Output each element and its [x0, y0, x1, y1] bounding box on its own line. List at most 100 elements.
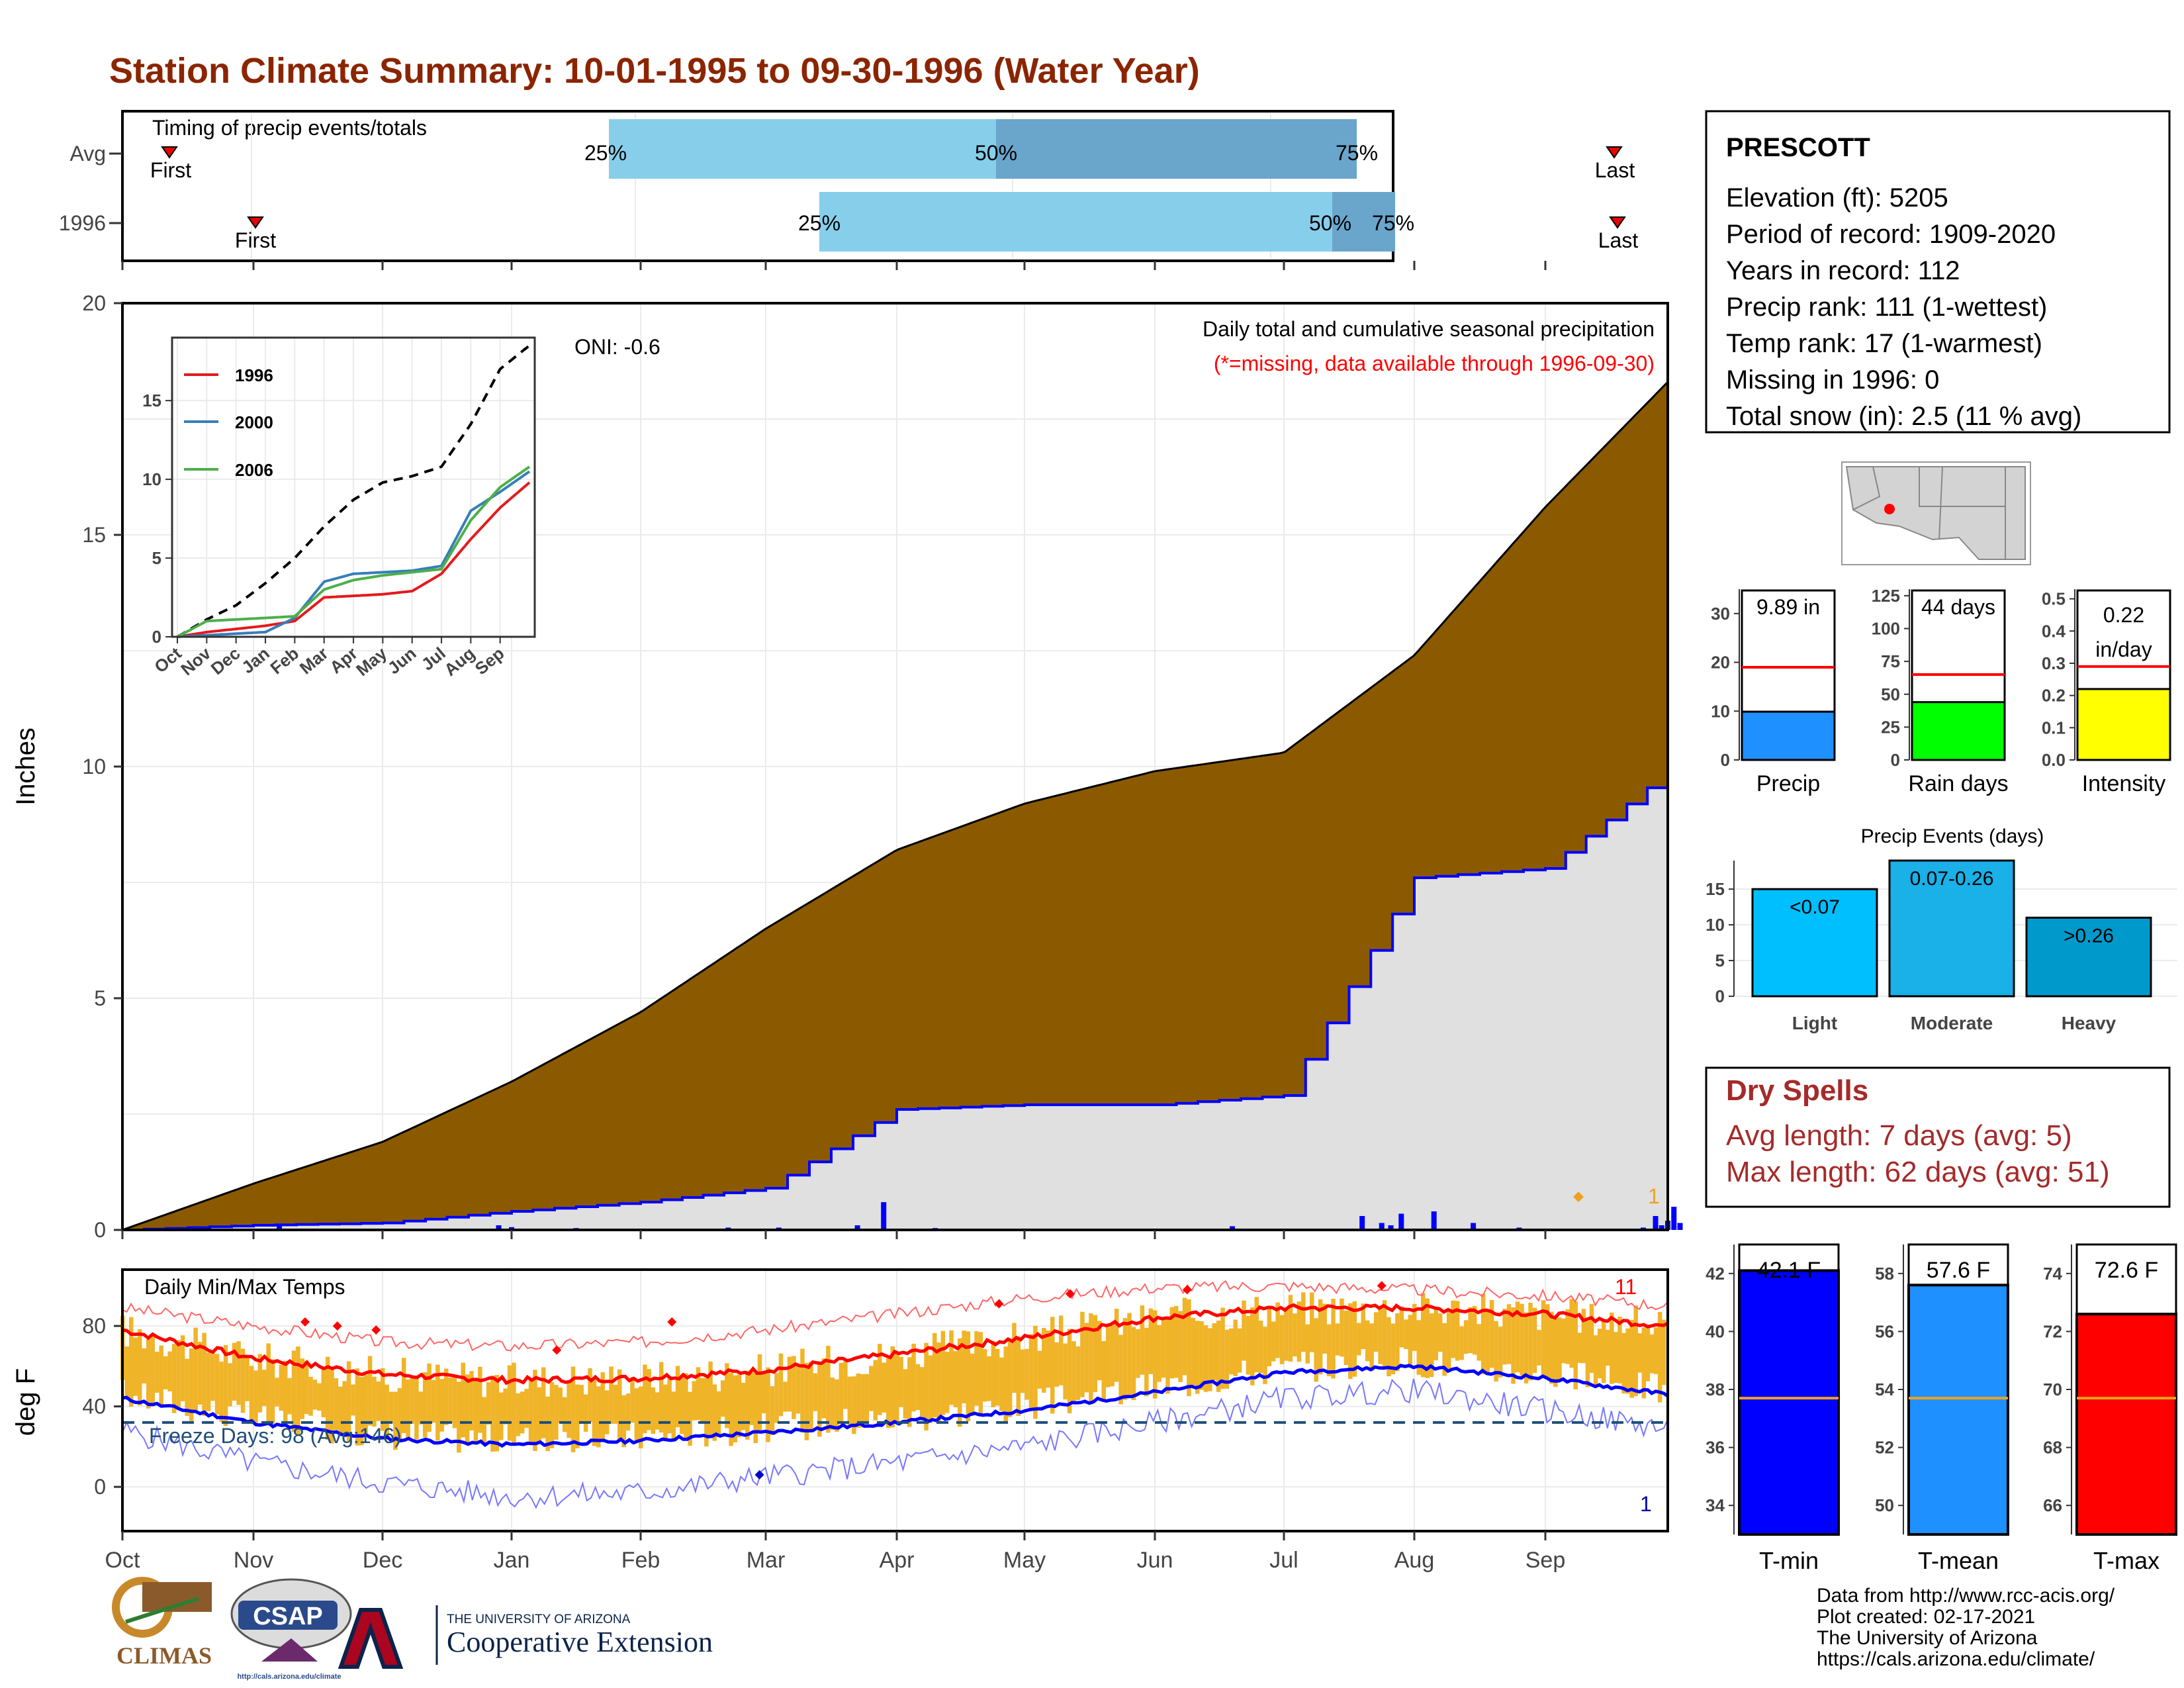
daily-temp-bar	[334, 1378, 339, 1430]
daily-temp-bar	[214, 1354, 220, 1415]
timing-panel: Timing of precip events/totals Avg 1996 …	[59, 110, 1638, 262]
daily-temp-bar	[372, 1376, 377, 1427]
daily-temp-bar	[443, 1368, 449, 1425]
daily-temp-bar	[864, 1374, 870, 1425]
precip-right-annot: 1	[1648, 1184, 1660, 1208]
mini-ytick-label: 30	[1711, 604, 1730, 624]
temp-summary-ytick-label: 58	[1875, 1264, 1894, 1284]
daily-temp-bar	[878, 1344, 882, 1415]
mini-ytick-label: 0.5	[2042, 589, 2066, 609]
temp-frame	[121, 1268, 1669, 1532]
daily-temp-bar	[461, 1362, 465, 1438]
daily-temp-bar	[1561, 1318, 1566, 1364]
daily-temp-bar	[346, 1361, 351, 1443]
record-high-point	[1182, 1285, 1192, 1295]
daily-temp-bar	[708, 1361, 713, 1438]
daily-temp-bar	[159, 1345, 163, 1407]
precip-ytick-label: 10	[82, 755, 106, 778]
mini-ytick-label: 100	[1872, 619, 1900, 639]
daily-temp-bar	[562, 1397, 567, 1432]
daily-temp-bar	[1545, 1304, 1550, 1378]
daily-temp-bar	[1395, 1313, 1400, 1372]
daily-temp-bar	[609, 1366, 614, 1425]
record-high-point	[552, 1345, 562, 1355]
daily-temp-bar	[549, 1382, 555, 1448]
inset-legend-1996: 1996	[235, 365, 273, 385]
timing-avg-bar-late	[996, 119, 1357, 179]
daily-temp-bar	[1606, 1329, 1610, 1366]
daily-temp-bar	[1182, 1297, 1187, 1376]
daily-temp-bar	[991, 1341, 996, 1407]
csap-url: http://cals.arizona.edu/climate	[237, 1673, 341, 1681]
daily-temp-bar	[966, 1331, 971, 1422]
daily-temp-bar	[692, 1381, 697, 1421]
daily-temp-bar	[1506, 1304, 1512, 1364]
average-max-line	[122, 1303, 1669, 1385]
daily-temp-bar	[826, 1346, 831, 1433]
daily-temp-bar	[1408, 1315, 1413, 1366]
daily-temp-bar	[995, 1348, 1000, 1406]
daily-temp-bar	[1589, 1303, 1594, 1373]
inset-legend: 1996 2000 2006	[184, 365, 273, 480]
daily-temp-bar	[321, 1367, 326, 1418]
daily-temp-bar	[978, 1332, 983, 1415]
daily-temp-bar	[1157, 1325, 1161, 1382]
daily-temp-bar	[537, 1387, 542, 1444]
daily-temp-bar	[124, 1346, 129, 1398]
first-marker-avg	[161, 146, 178, 159]
daily-temp-bar	[592, 1379, 597, 1446]
daily-temp-bar	[741, 1382, 746, 1430]
daily-temp-bar	[197, 1342, 203, 1405]
daily-temp-bar	[733, 1375, 738, 1442]
daily-temp-bar	[667, 1376, 672, 1434]
daily-temp-bar	[1661, 1319, 1666, 1385]
daily-temp-bar	[890, 1346, 895, 1428]
precip-y-axis: 0 5 10 15 20	[82, 291, 122, 1242]
orange-point	[1573, 1192, 1584, 1202]
daily-temp-bar	[1553, 1319, 1558, 1387]
events-xlabel: Moderate	[1911, 1013, 1993, 1033]
temp-summary-ytick-label: 72	[2043, 1321, 2062, 1341]
daily-temp-bar	[1649, 1334, 1655, 1374]
figure-title: Station Climate Summary: 10-01-1995 to 0…	[109, 51, 1200, 91]
daily-temp-bar	[1625, 1328, 1630, 1394]
temp-y-axis: 0 40 80	[82, 1314, 122, 1499]
daily-temp-bar	[1229, 1328, 1234, 1375]
daily-temp-bar	[1601, 1319, 1606, 1383]
credit-line-2: Plot created: 02-17-2021	[1817, 1606, 2035, 1628]
daily-temp-bar	[936, 1342, 941, 1421]
inset-ytick-label: 0	[152, 627, 161, 647]
daily-temp-bar	[1046, 1331, 1051, 1388]
ua-logo: THE UNIVERSITY OF ARIZONA Cooperative Ex…	[338, 1605, 713, 1669]
daily-temp-bar	[171, 1344, 177, 1413]
daily-temp-bar	[185, 1358, 189, 1416]
daily-temp-bar	[304, 1360, 309, 1415]
daily-temp-bar	[1016, 1336, 1021, 1416]
events-bar	[1751, 888, 1878, 998]
record-high-point	[994, 1299, 1004, 1309]
inset-ytick-label: 5	[152, 548, 161, 568]
daily-temp-bar	[363, 1374, 368, 1436]
month-label: May	[1003, 1548, 1046, 1573]
daily-precip-bar	[1671, 1207, 1677, 1230]
daily-temp-bar	[1477, 1324, 1481, 1361]
daily-temp-bar	[1037, 1350, 1042, 1389]
daily-temp-bar	[1216, 1320, 1221, 1392]
daily-temp-bar	[856, 1373, 861, 1428]
temp-summary-ytick-label: 38	[1706, 1380, 1725, 1399]
dry-spells-max: Max length: 62 days (avg: 51)	[1726, 1156, 2110, 1188]
daily-temp-bar	[1549, 1311, 1554, 1384]
daily-temp-bar	[1131, 1327, 1136, 1401]
daily-temp-bar	[189, 1348, 194, 1421]
timing-1996-75: 75%	[1372, 211, 1414, 235]
daily-temp-bar	[1614, 1332, 1618, 1383]
daily-temp-bar	[1275, 1302, 1280, 1358]
daily-temp-bar	[725, 1363, 729, 1429]
daily-temp-bar	[745, 1370, 750, 1440]
precip-ytick-label: 0	[94, 1218, 106, 1242]
daily-temp-bar	[193, 1327, 198, 1412]
mini-bar-label: 9.89 in	[1756, 595, 1820, 619]
daily-precip-bar	[1659, 1225, 1664, 1230]
events-bar	[2025, 916, 2152, 998]
